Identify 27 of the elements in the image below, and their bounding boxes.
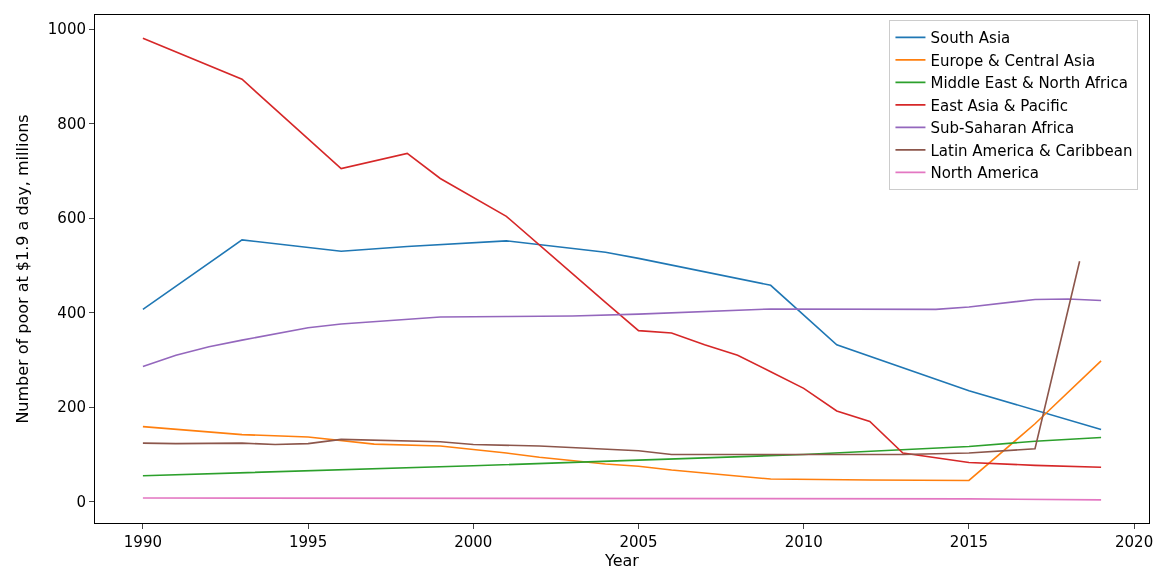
y-tick-label: 600 — [57, 209, 86, 228]
y-tick-label: 800 — [57, 114, 86, 133]
x-tick-label: 2020 — [1115, 533, 1154, 551]
x-tick-label: 2015 — [949, 533, 989, 551]
line-series — [142, 360, 1102, 482]
legend-label: Europe & Central Asia — [930, 51, 1096, 70]
legend-label: East Asia & Pacific — [930, 96, 1068, 115]
x-tick-label: 2010 — [784, 533, 823, 551]
y-tick-label: 0 — [76, 492, 86, 511]
y-tick-label: 1000 — [47, 20, 86, 39]
x-tick-label: 1990 — [123, 533, 162, 551]
line-series — [142, 239, 1102, 431]
x-tick-label: 2000 — [454, 533, 493, 551]
y-tick-label: 200 — [57, 398, 86, 417]
legend-label: Latin America & Caribbean — [930, 141, 1133, 160]
y-tick-label: 400 — [57, 303, 86, 322]
x-tick-label: 2005 — [619, 533, 658, 551]
y-axis-title: Number of poor at $1.9 a day, millions — [12, 114, 32, 424]
line-series — [142, 260, 1081, 456]
x-tick-label: 1995 — [289, 533, 328, 551]
legend-label: North America — [930, 164, 1040, 183]
x-axis-title: Year — [604, 551, 640, 570]
legend-label: Sub-Saharan Africa — [930, 119, 1075, 138]
line-series — [142, 436, 1102, 477]
legend-label: South Asia — [930, 29, 1011, 48]
line-series — [142, 298, 1102, 368]
legend-label: Middle East & North Africa — [930, 74, 1128, 93]
